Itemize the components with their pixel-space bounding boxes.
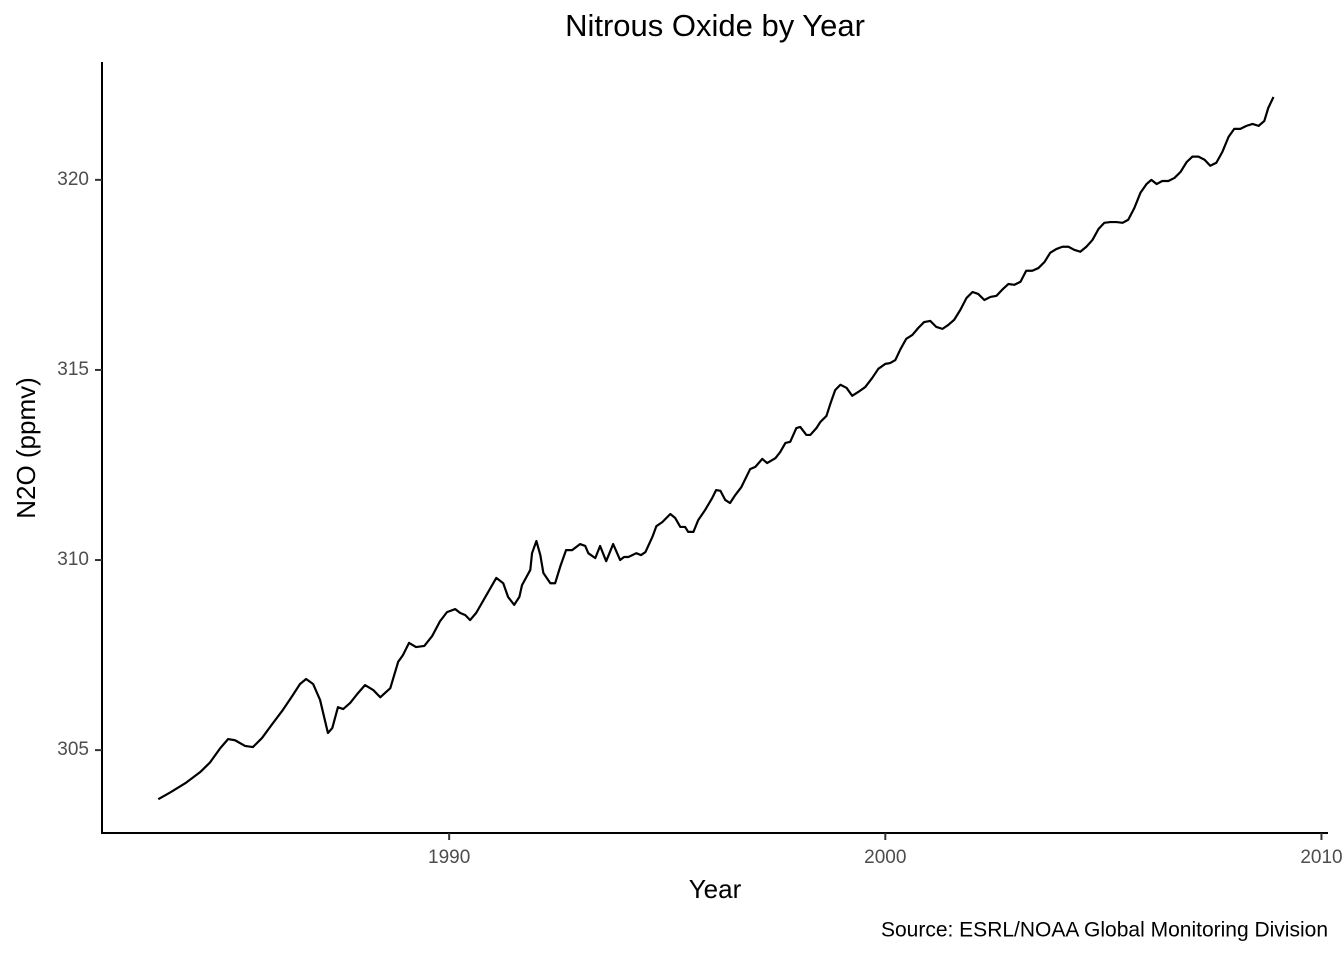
caption: Source: ESRL/NOAA Global Monitoring Divi…: [881, 919, 1328, 942]
y-tick-label: 315: [57, 359, 89, 380]
data-line: [157, 96, 1275, 801]
y-tick-label: 310: [57, 549, 89, 570]
x-tick-label: 2000: [864, 847, 906, 868]
x-tick-label: 2010: [1300, 847, 1342, 868]
x-tick-label: 1990: [428, 847, 470, 868]
y-tick-label: 320: [57, 169, 89, 190]
chart-title: Nitrous Oxide by Year: [565, 8, 865, 43]
y-tick-label: 305: [57, 739, 89, 760]
x-axis-title: Year: [689, 874, 742, 904]
y-axis-title: N2O (ppmv): [11, 377, 41, 519]
